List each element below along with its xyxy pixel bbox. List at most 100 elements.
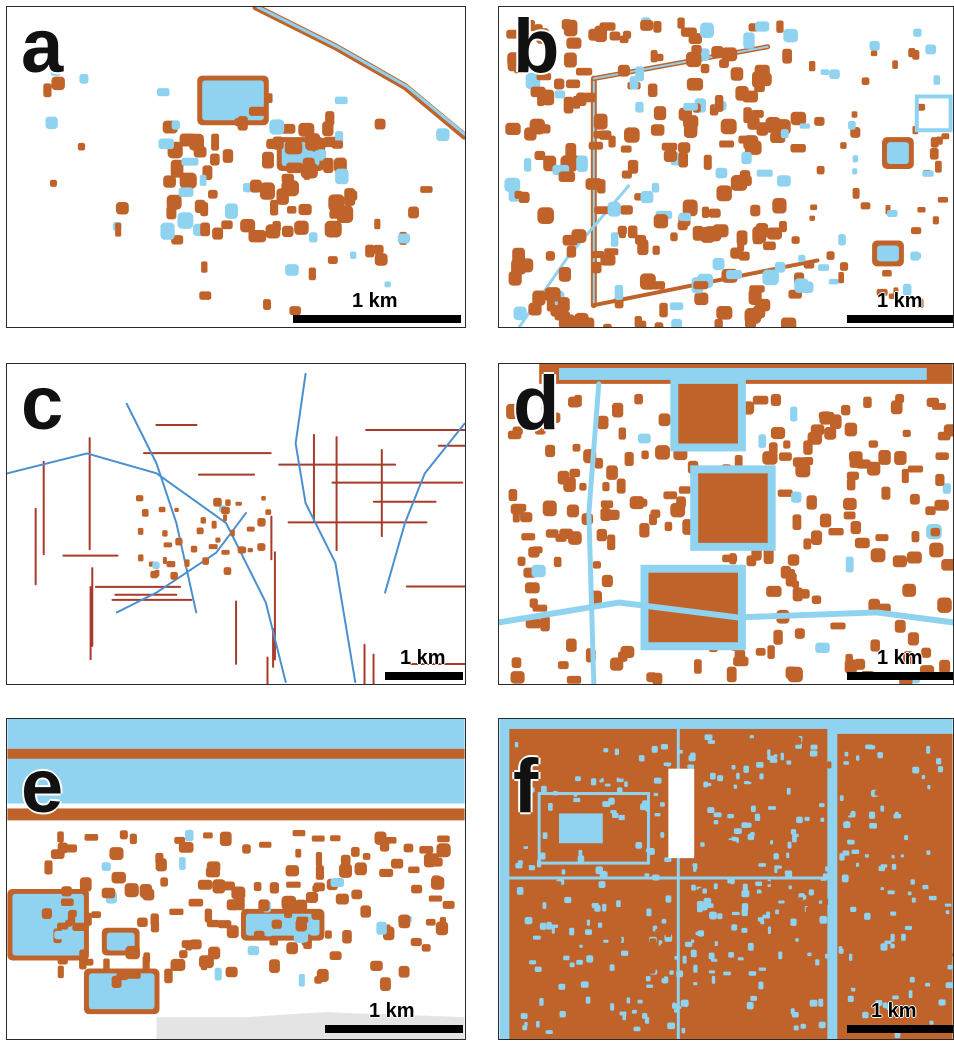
settlement-feature [79, 877, 92, 892]
settlement-feature [534, 150, 546, 160]
settlement-feature [782, 48, 792, 64]
water-body [224, 203, 238, 219]
map-panel-a: a 1 km [6, 6, 466, 328]
water-body [604, 783, 611, 787]
settlement-feature [724, 749, 732, 754]
map-panel-b: b 1 km [498, 6, 954, 328]
water-body [773, 853, 779, 860]
settlement-feature [941, 803, 948, 811]
stream [115, 512, 247, 614]
water-body [762, 914, 771, 919]
settlement-feature [520, 512, 533, 523]
settlement-feature [894, 619, 906, 633]
settlement-feature [887, 1018, 893, 1025]
settlement-feature [663, 150, 678, 162]
settlement-feature [569, 468, 581, 478]
settlement-feature [610, 920, 616, 926]
settlement-feature [605, 887, 614, 895]
water-body [597, 922, 603, 928]
water-body [847, 839, 855, 845]
settlement-feature [935, 452, 949, 460]
water-body [741, 822, 748, 829]
settlement-feature [548, 763, 555, 770]
water-body [741, 927, 748, 933]
settlement-feature [839, 1021, 845, 1028]
water-body [548, 803, 553, 811]
water-body [884, 940, 892, 945]
settlement-feature [756, 122, 769, 136]
settlement-feature [933, 752, 937, 759]
settlement-feature [766, 227, 783, 240]
water-body [844, 751, 849, 757]
settlement-feature [928, 1011, 937, 1016]
settlement-feature [870, 1015, 876, 1021]
settlement-feature [805, 906, 810, 913]
settlement-feature [535, 916, 539, 925]
settlement-feature [530, 86, 546, 98]
moat-channel [586, 381, 602, 684]
settlement-feature [111, 975, 122, 988]
settlement-feature [901, 468, 909, 484]
water-body [564, 896, 572, 904]
settlement-feature [627, 159, 639, 174]
water-body [925, 44, 937, 55]
settlement-feature [860, 976, 864, 981]
settlement-feature [534, 424, 546, 435]
settlement-feature [854, 658, 866, 670]
map-d-drawing [499, 364, 953, 684]
settlement-feature [793, 737, 802, 745]
settlement-feature [221, 220, 233, 230]
settlement-feature [736, 1006, 741, 1011]
settlement-feature [259, 182, 275, 200]
settlement-feature [242, 844, 251, 854]
stream [125, 402, 198, 614]
settlement-feature [635, 930, 641, 935]
water-body [750, 995, 758, 1001]
settlement-feature [904, 972, 910, 976]
settlement-feature [777, 489, 793, 497]
settlement-feature [51, 76, 65, 91]
settlement-feature [379, 868, 394, 877]
settlement-feature [698, 888, 702, 892]
settlement-feature [777, 914, 782, 922]
water-body [580, 981, 589, 988]
settlement-feature [683, 990, 692, 997]
settlement-feature [436, 843, 451, 858]
settlement-feature [511, 258, 527, 275]
water-body [334, 96, 348, 105]
settlement-feature [882, 791, 891, 799]
settlement-feature [778, 735, 786, 743]
water-body [852, 168, 858, 175]
water-body [869, 823, 877, 829]
settlement-feature [809, 1012, 814, 1019]
settlement-feature [769, 1023, 777, 1029]
water-body [775, 909, 779, 915]
water-body [697, 930, 705, 937]
settlement-feature [864, 937, 870, 942]
water-body [700, 22, 714, 38]
settlement-feature [735, 85, 749, 101]
settlement-feature [351, 846, 360, 857]
settlement-feature [532, 604, 548, 612]
reservoir [7, 719, 465, 804]
settlement-feature [588, 141, 604, 150]
water-body [622, 1013, 627, 1021]
settlement-feature [716, 185, 732, 202]
settlement-feature [285, 865, 300, 877]
settlement-feature [716, 305, 733, 320]
settlement-feature [315, 865, 325, 880]
water-body [749, 735, 754, 739]
settlement-feature [884, 800, 891, 805]
settlement-feature [678, 486, 691, 494]
water-body [524, 1021, 528, 1027]
settlement-feature [226, 925, 239, 939]
settlement-feature [862, 807, 868, 814]
settlement-feature [507, 58, 521, 72]
water-body [550, 924, 559, 928]
water-body [269, 119, 285, 135]
settlement-feature [212, 227, 224, 240]
settlement-feature [612, 402, 624, 418]
settlement-feature [897, 1011, 901, 1017]
settlement-feature [593, 804, 601, 810]
settlement-feature [842, 944, 848, 949]
